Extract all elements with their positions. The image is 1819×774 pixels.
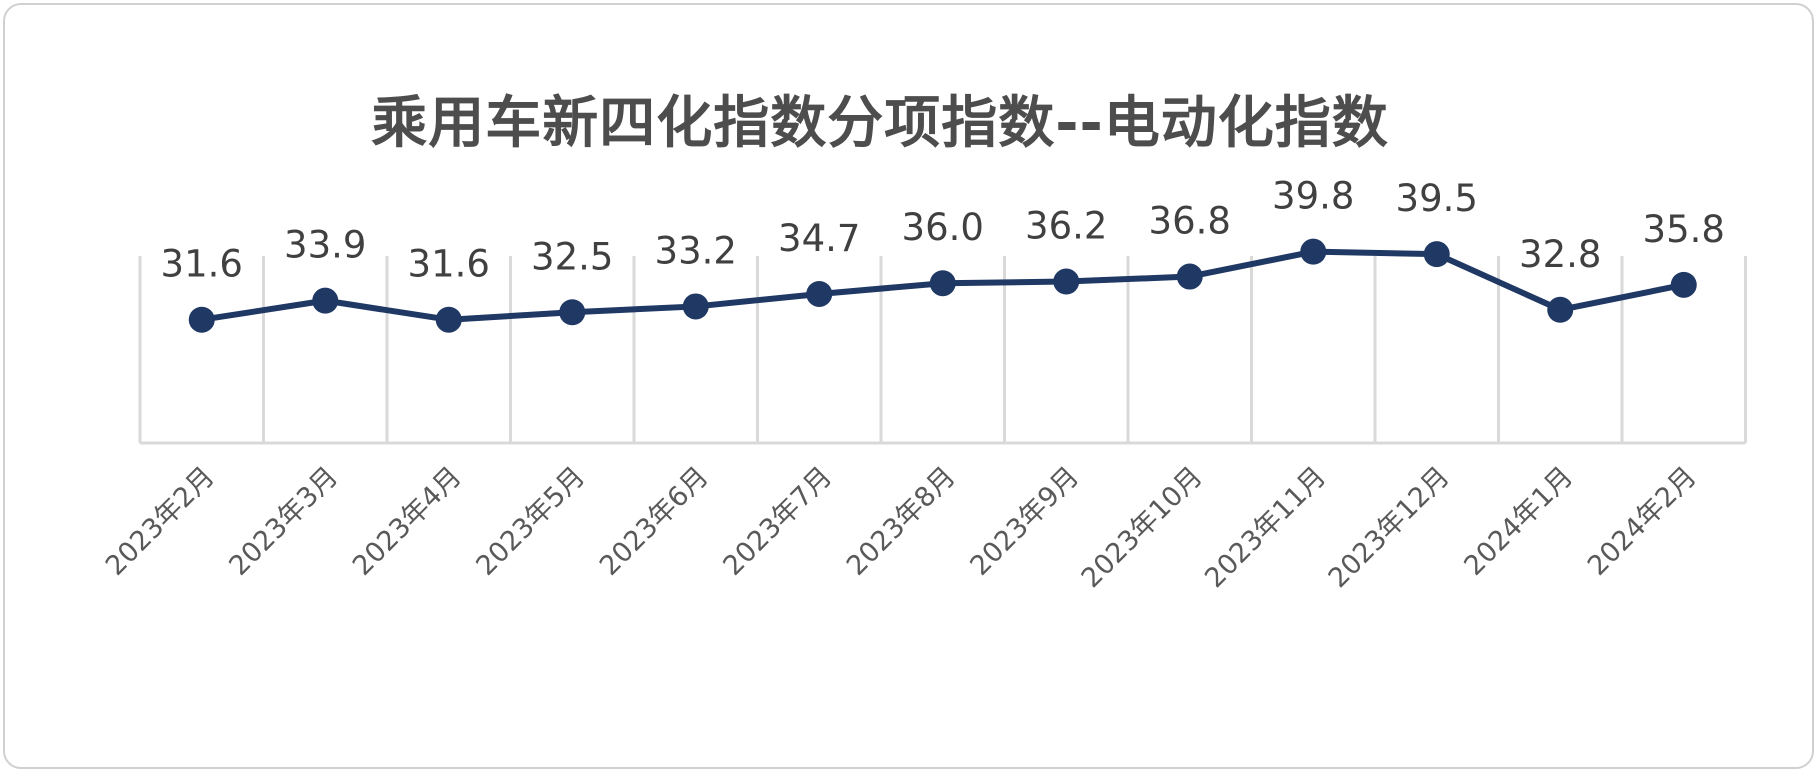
chart-title: 乘用车新四化指数分项指数--电动化指数 <box>371 91 1389 156</box>
data-label: 31.6 <box>161 243 243 286</box>
x-tick-label: 2023年8月 <box>841 461 962 582</box>
x-tick-label: 2023年2月 <box>100 461 221 582</box>
x-tick-label: 2023年6月 <box>594 461 715 582</box>
data-label: 33.2 <box>655 229 737 272</box>
x-tick-label: 2024年1月 <box>1458 461 1579 582</box>
data-point <box>682 293 709 320</box>
data-point <box>559 299 586 326</box>
chart-frame <box>3 3 1814 769</box>
data-point <box>188 306 215 333</box>
x-tick-label: 2023年12月 <box>1323 461 1456 594</box>
data-point <box>929 270 956 297</box>
data-point <box>1176 263 1203 290</box>
x-tick-label: 2023年11月 <box>1199 461 1332 594</box>
x-tick-label: 2023年3月 <box>223 461 344 582</box>
x-tick-label: 2024年2月 <box>1582 461 1703 582</box>
data-label: 32.8 <box>1519 233 1601 276</box>
data-label: 31.6 <box>408 243 490 286</box>
data-label: 39.8 <box>1272 175 1354 218</box>
x-tick-label: 2023年9月 <box>964 461 1085 582</box>
data-point <box>1300 238 1327 265</box>
data-label: 36.0 <box>902 206 984 249</box>
data-label: 36.2 <box>1025 205 1107 248</box>
x-tick-label: 2023年4月 <box>347 461 468 582</box>
data-label: 32.5 <box>531 235 613 278</box>
data-label: 36.8 <box>1149 200 1231 243</box>
data-point <box>1670 271 1697 298</box>
data-point <box>806 280 833 307</box>
x-tick-label: 2023年7月 <box>717 461 838 582</box>
data-label: 39.5 <box>1396 177 1478 220</box>
data-label: 33.9 <box>284 224 366 267</box>
data-label: 34.7 <box>778 217 860 260</box>
data-point <box>312 287 339 314</box>
data-point <box>1423 241 1450 268</box>
data-point <box>1053 268 1080 295</box>
x-tick-label: 2023年5月 <box>470 461 591 582</box>
x-tick-label: 2023年10月 <box>1076 461 1209 594</box>
data-point <box>435 306 462 333</box>
data-label: 35.8 <box>1643 208 1725 251</box>
data-point <box>1547 296 1574 323</box>
